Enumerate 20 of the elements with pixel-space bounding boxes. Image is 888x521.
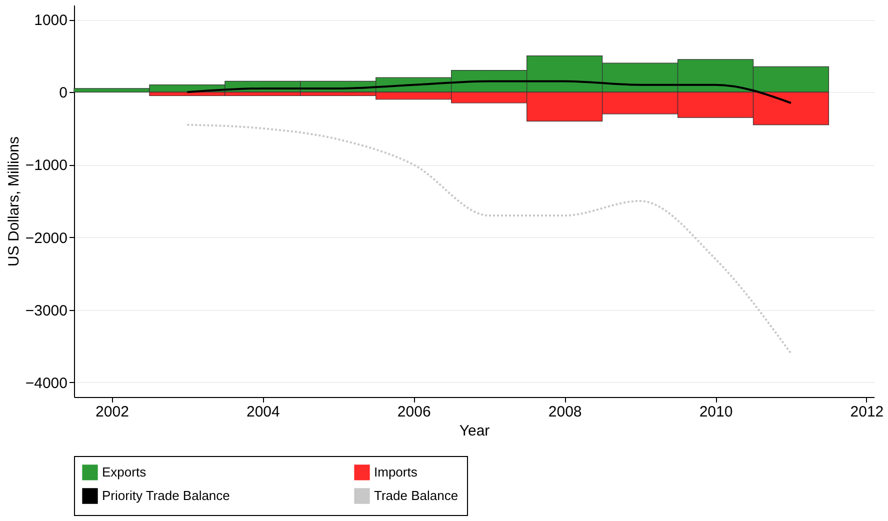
y-tick-label: −4000 (25, 374, 68, 392)
x-axis-title: Year (459, 422, 490, 440)
x-tick-label: 2008 (548, 404, 582, 420)
legend-label: Priority Trade Balance (102, 488, 230, 503)
y-axis-title: US Dollars, Millions (5, 136, 22, 267)
legend-label: Imports (374, 464, 418, 480)
x-tick-label: 2012 (850, 404, 884, 420)
y-tick-label: 1000 (34, 12, 68, 30)
line-series (186, 80, 792, 104)
legend-label: Exports (102, 464, 147, 480)
x-tick-label: 2006 (397, 404, 431, 420)
y-tick-label: −1000 (25, 157, 68, 174)
y-tick-label: 0 (59, 84, 68, 102)
line-series (186, 124, 792, 354)
x-tick-label: 2004 (246, 404, 280, 420)
y-tick-label: −3000 (25, 302, 68, 320)
legend-label: Trade Balance (374, 488, 458, 503)
x-tick-label: 2002 (96, 404, 129, 420)
x-tick-label: 2010 (699, 404, 733, 420)
y-tick-label: −2000 (25, 230, 68, 247)
